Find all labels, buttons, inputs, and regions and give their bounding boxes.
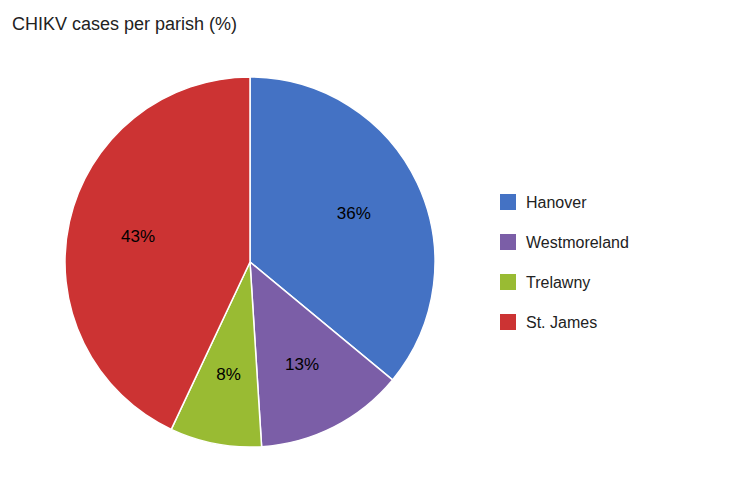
- legend-label: Hanover: [526, 194, 587, 211]
- legend-item: Hanover: [500, 194, 587, 211]
- data-labels: 36% 13% 8% 43%: [121, 204, 371, 385]
- legend-label: Trelawny: [526, 274, 590, 291]
- legend-item: St. James: [500, 314, 597, 331]
- legend: Hanover Westmoreland Trelawny St. James: [500, 194, 629, 331]
- legend-swatch: [500, 274, 516, 290]
- chart: CHIKV cases per parish (%) 36% 13% 8% 43% Han…: [0, 0, 750, 488]
- legend-label: St. James: [526, 314, 597, 331]
- legend-item: Trelawny: [500, 274, 590, 291]
- legend-item: Westmoreland: [500, 234, 629, 251]
- data-label: 43%: [121, 227, 155, 246]
- pie-slice: [250, 262, 393, 447]
- legend-swatch: [500, 234, 516, 250]
- data-label: 13%: [285, 355, 319, 374]
- pie-slice: [65, 77, 250, 429]
- pie: [65, 77, 435, 447]
- data-label: 36%: [337, 204, 371, 223]
- legend-swatch: [500, 314, 516, 330]
- legend-swatch: [500, 194, 516, 210]
- data-label: 8%: [216, 365, 241, 384]
- title: CHIKV cases per parish (%): [12, 14, 237, 34]
- legend-label: Westmoreland: [526, 234, 629, 251]
